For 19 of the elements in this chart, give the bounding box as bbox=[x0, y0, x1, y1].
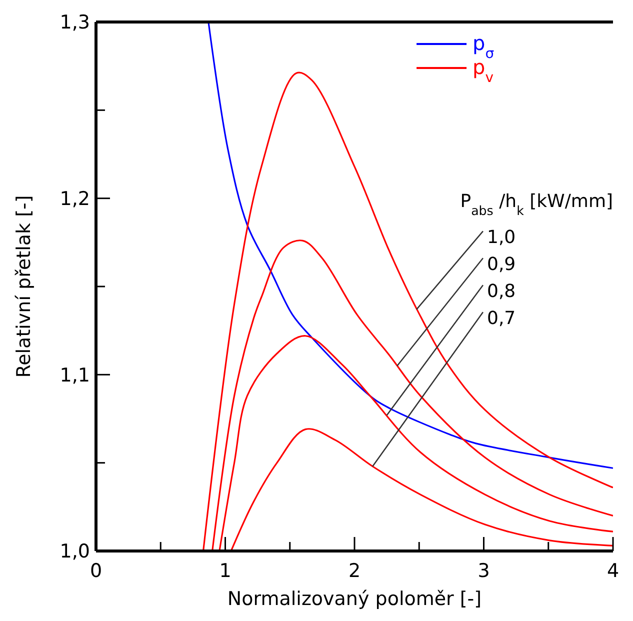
x-tick-label: 2 bbox=[348, 560, 361, 582]
annotation: P$_{abs}$ /h$_{k}$ [kW/mm] bbox=[460, 191, 613, 218]
annotation: 0,7 bbox=[487, 308, 516, 330]
line-series bbox=[208, 22, 613, 469]
annotation: 0,9 bbox=[487, 254, 516, 276]
x-axis-title: Normalizovaný poloměr [-] bbox=[227, 588, 482, 610]
line-series bbox=[230, 428, 613, 551]
x-tick-label: 1 bbox=[219, 560, 232, 582]
y-axis-title: Relativní přetlak [-] bbox=[13, 195, 35, 378]
x-tick-label: 3 bbox=[478, 560, 490, 582]
y-tick-label: 1,1 bbox=[60, 364, 90, 386]
line-series bbox=[218, 335, 613, 551]
annotation: 0,8 bbox=[487, 281, 516, 302]
y-tick-label: 1,3 bbox=[60, 12, 90, 34]
y-tick-label: 1,2 bbox=[60, 188, 90, 210]
x-tick-label: 0 bbox=[90, 560, 102, 582]
x-tick-label: 4 bbox=[606, 560, 620, 582]
annotation: 1,0 bbox=[487, 227, 516, 248]
y-tick-label: 1,0 bbox=[60, 540, 90, 563]
